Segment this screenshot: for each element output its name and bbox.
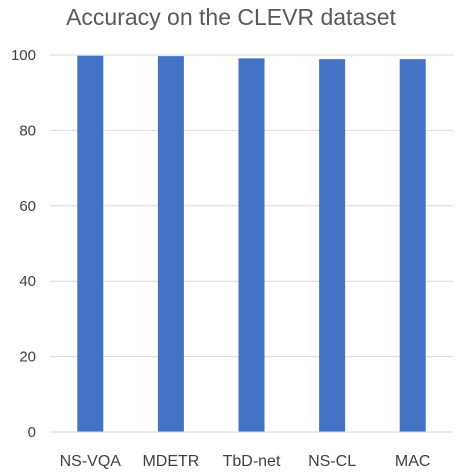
bar-ns-cl xyxy=(319,59,346,432)
y-tick-label: 20 xyxy=(19,349,36,366)
y-tick-label: 0 xyxy=(28,424,36,441)
chart-title: Accuracy on the CLEVR dataset xyxy=(66,4,396,30)
y-tick-label: 40 xyxy=(19,273,36,290)
bar-mac xyxy=(399,59,426,432)
x-category-label: MDETR xyxy=(142,453,199,470)
bars xyxy=(77,55,426,433)
y-axis-ticks: 0 20 40 60 80 100 xyxy=(11,47,36,441)
x-category-label: NS-CL xyxy=(308,453,356,470)
y-tick-label: 100 xyxy=(11,47,36,64)
y-tick-label: 60 xyxy=(19,198,36,215)
bar-tbd-net xyxy=(238,58,265,432)
x-category-label: TbD-net xyxy=(223,453,281,470)
bar-mdetr xyxy=(157,56,184,432)
x-axis-labels: NS-VQA MDETR TbD-net NS-CL MAC xyxy=(60,453,431,470)
y-tick-label: 80 xyxy=(19,122,36,139)
x-category-label: MAC xyxy=(395,453,431,470)
x-category-label: NS-VQA xyxy=(60,453,122,470)
bar-ns-vqa xyxy=(77,55,104,433)
